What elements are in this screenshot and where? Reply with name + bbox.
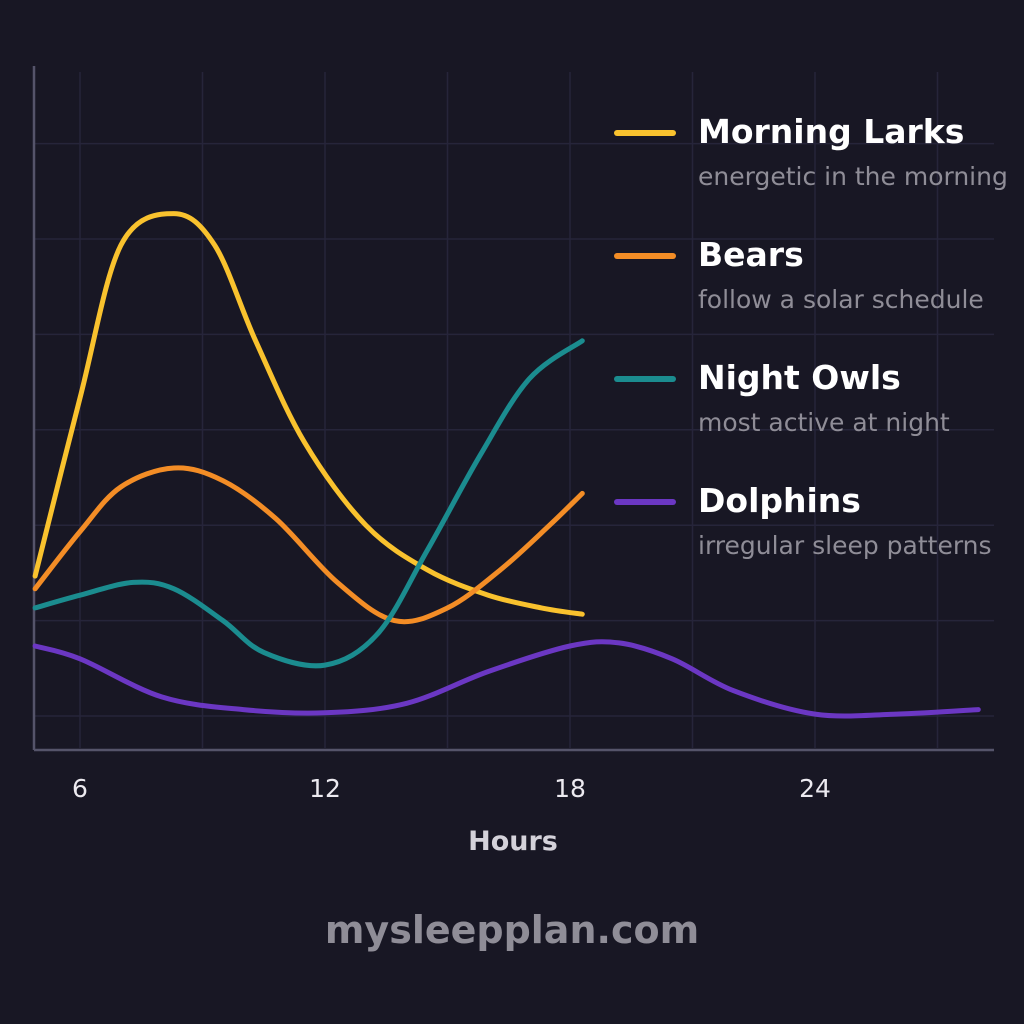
legend-desc-night-owls: most active at night — [698, 408, 950, 437]
series-line-dolphins — [32, 639, 981, 719]
legend-item-dolphins: Dolphins irregular sleep patterns — [614, 481, 1024, 604]
legend-desc-bears: follow a solar schedule — [698, 285, 984, 314]
footer-site: mysleepplan.com — [324, 908, 700, 952]
legend-desc-dolphins: irregular sleep patterns — [698, 531, 992, 560]
legend-item-bears: Bears follow a solar schedule — [614, 235, 1024, 358]
x-tick-label: 18 — [554, 774, 586, 803]
legend-swatch-dolphins — [614, 499, 676, 505]
series-line-night-owls — [32, 338, 585, 669]
legend-swatch-bears — [614, 253, 676, 259]
legend-swatch-morning-larks — [614, 130, 676, 136]
legend: Morning Larks energetic in the morning B… — [614, 112, 1024, 604]
x-tick-label: 6 — [72, 774, 88, 803]
legend-name-morning-larks: Morning Larks — [698, 112, 965, 151]
x-tick-label: 12 — [309, 774, 341, 803]
x-axis-title: Hours — [468, 826, 558, 857]
series-line-morning-larks — [32, 211, 585, 617]
legend-desc-morning-larks: energetic in the morning — [698, 162, 1008, 191]
legend-item-night-owls: Night Owls most active at night — [614, 358, 1024, 481]
legend-name-night-owls: Night Owls — [698, 358, 901, 397]
legend-swatch-night-owls — [614, 376, 676, 382]
series-line-bears — [32, 465, 585, 625]
legend-name-dolphins: Dolphins — [698, 481, 861, 520]
legend-item-morning-larks: Morning Larks energetic in the morning — [614, 112, 1024, 235]
legend-name-bears: Bears — [698, 235, 804, 274]
x-tick-label: 24 — [799, 774, 831, 803]
